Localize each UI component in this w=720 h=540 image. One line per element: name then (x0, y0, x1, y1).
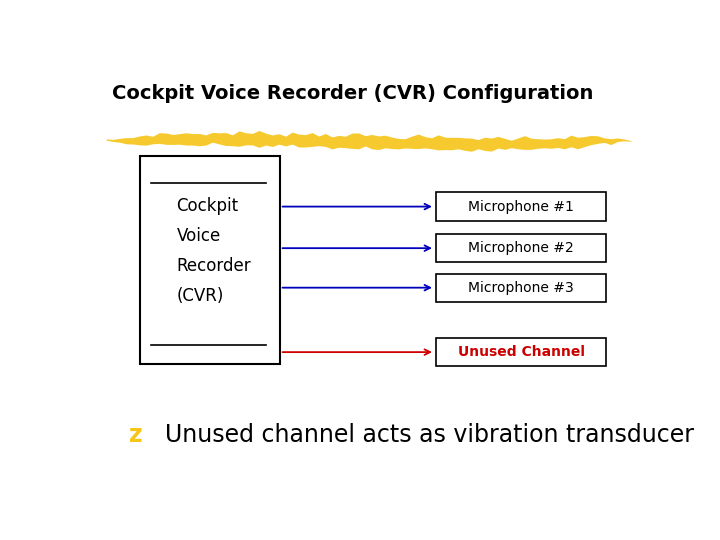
Text: Cockpit Voice Recorder (CVR) Configuration: Cockpit Voice Recorder (CVR) Configurati… (112, 84, 593, 103)
Text: Cockpit: Cockpit (176, 197, 238, 215)
Text: Microphone #1: Microphone #1 (468, 200, 574, 214)
Bar (140, 156, 279, 364)
Text: Unused Channel: Unused Channel (457, 345, 585, 359)
Text: z: z (129, 423, 143, 447)
Bar (436, 338, 606, 366)
Bar (436, 192, 606, 221)
Text: Voice: Voice (176, 227, 221, 245)
Polygon shape (107, 131, 631, 152)
Text: Unused channel acts as vibration transducer: Unused channel acts as vibration transdu… (166, 423, 694, 447)
Bar (436, 274, 606, 302)
Text: Microphone #3: Microphone #3 (468, 281, 574, 295)
Text: Microphone #2: Microphone #2 (468, 241, 574, 255)
Text: Recorder: Recorder (176, 257, 251, 275)
Bar (436, 234, 606, 262)
Text: (CVR): (CVR) (176, 287, 224, 305)
